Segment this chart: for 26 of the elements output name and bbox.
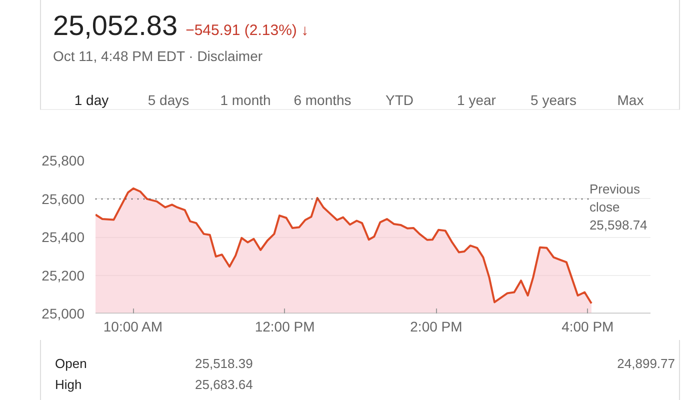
y-tick-label: 25,600 (42, 190, 85, 207)
x-tick-label: 4:00 PM (562, 318, 614, 334)
text: 6 months (292, 91, 352, 110)
text: Open (55, 355, 88, 373)
text: 5 days (146, 91, 190, 110)
text: 1 day (53, 90, 130, 121)
x-tick-label: 12:00 PM (254, 318, 315, 334)
ref-line-label: Previous close 25,598.74 (589, 181, 648, 232)
x-tick-label: 2:00 PM (410, 318, 462, 334)
y-tick-label: 25,000 (42, 306, 85, 322)
text: YTD (384, 91, 414, 110)
y-tick-label: 25,800 (42, 152, 85, 168)
x-tick-label: 10:00 AM (103, 318, 163, 334)
text: 24,899.77 (616, 355, 675, 373)
text: 5 years (530, 91, 578, 110)
y-tick-label: 25,400 (42, 229, 85, 245)
text: High (55, 376, 83, 394)
chart-subtitle: −545.91 (2.13%) ↓ (186, 22, 309, 39)
text: Oct 11, 4:48 PM EDT · Disclaimer (53, 47, 264, 66)
text: 1 year (456, 91, 497, 110)
text: 25,518.39 (195, 355, 254, 373)
text: Max (616, 91, 645, 110)
chart-title: 25,052.83 (53, 10, 178, 41)
text: 1 month (219, 91, 272, 110)
text: 25,683.64 (195, 376, 254, 394)
y-tick-label: 25,200 (42, 267, 85, 284)
